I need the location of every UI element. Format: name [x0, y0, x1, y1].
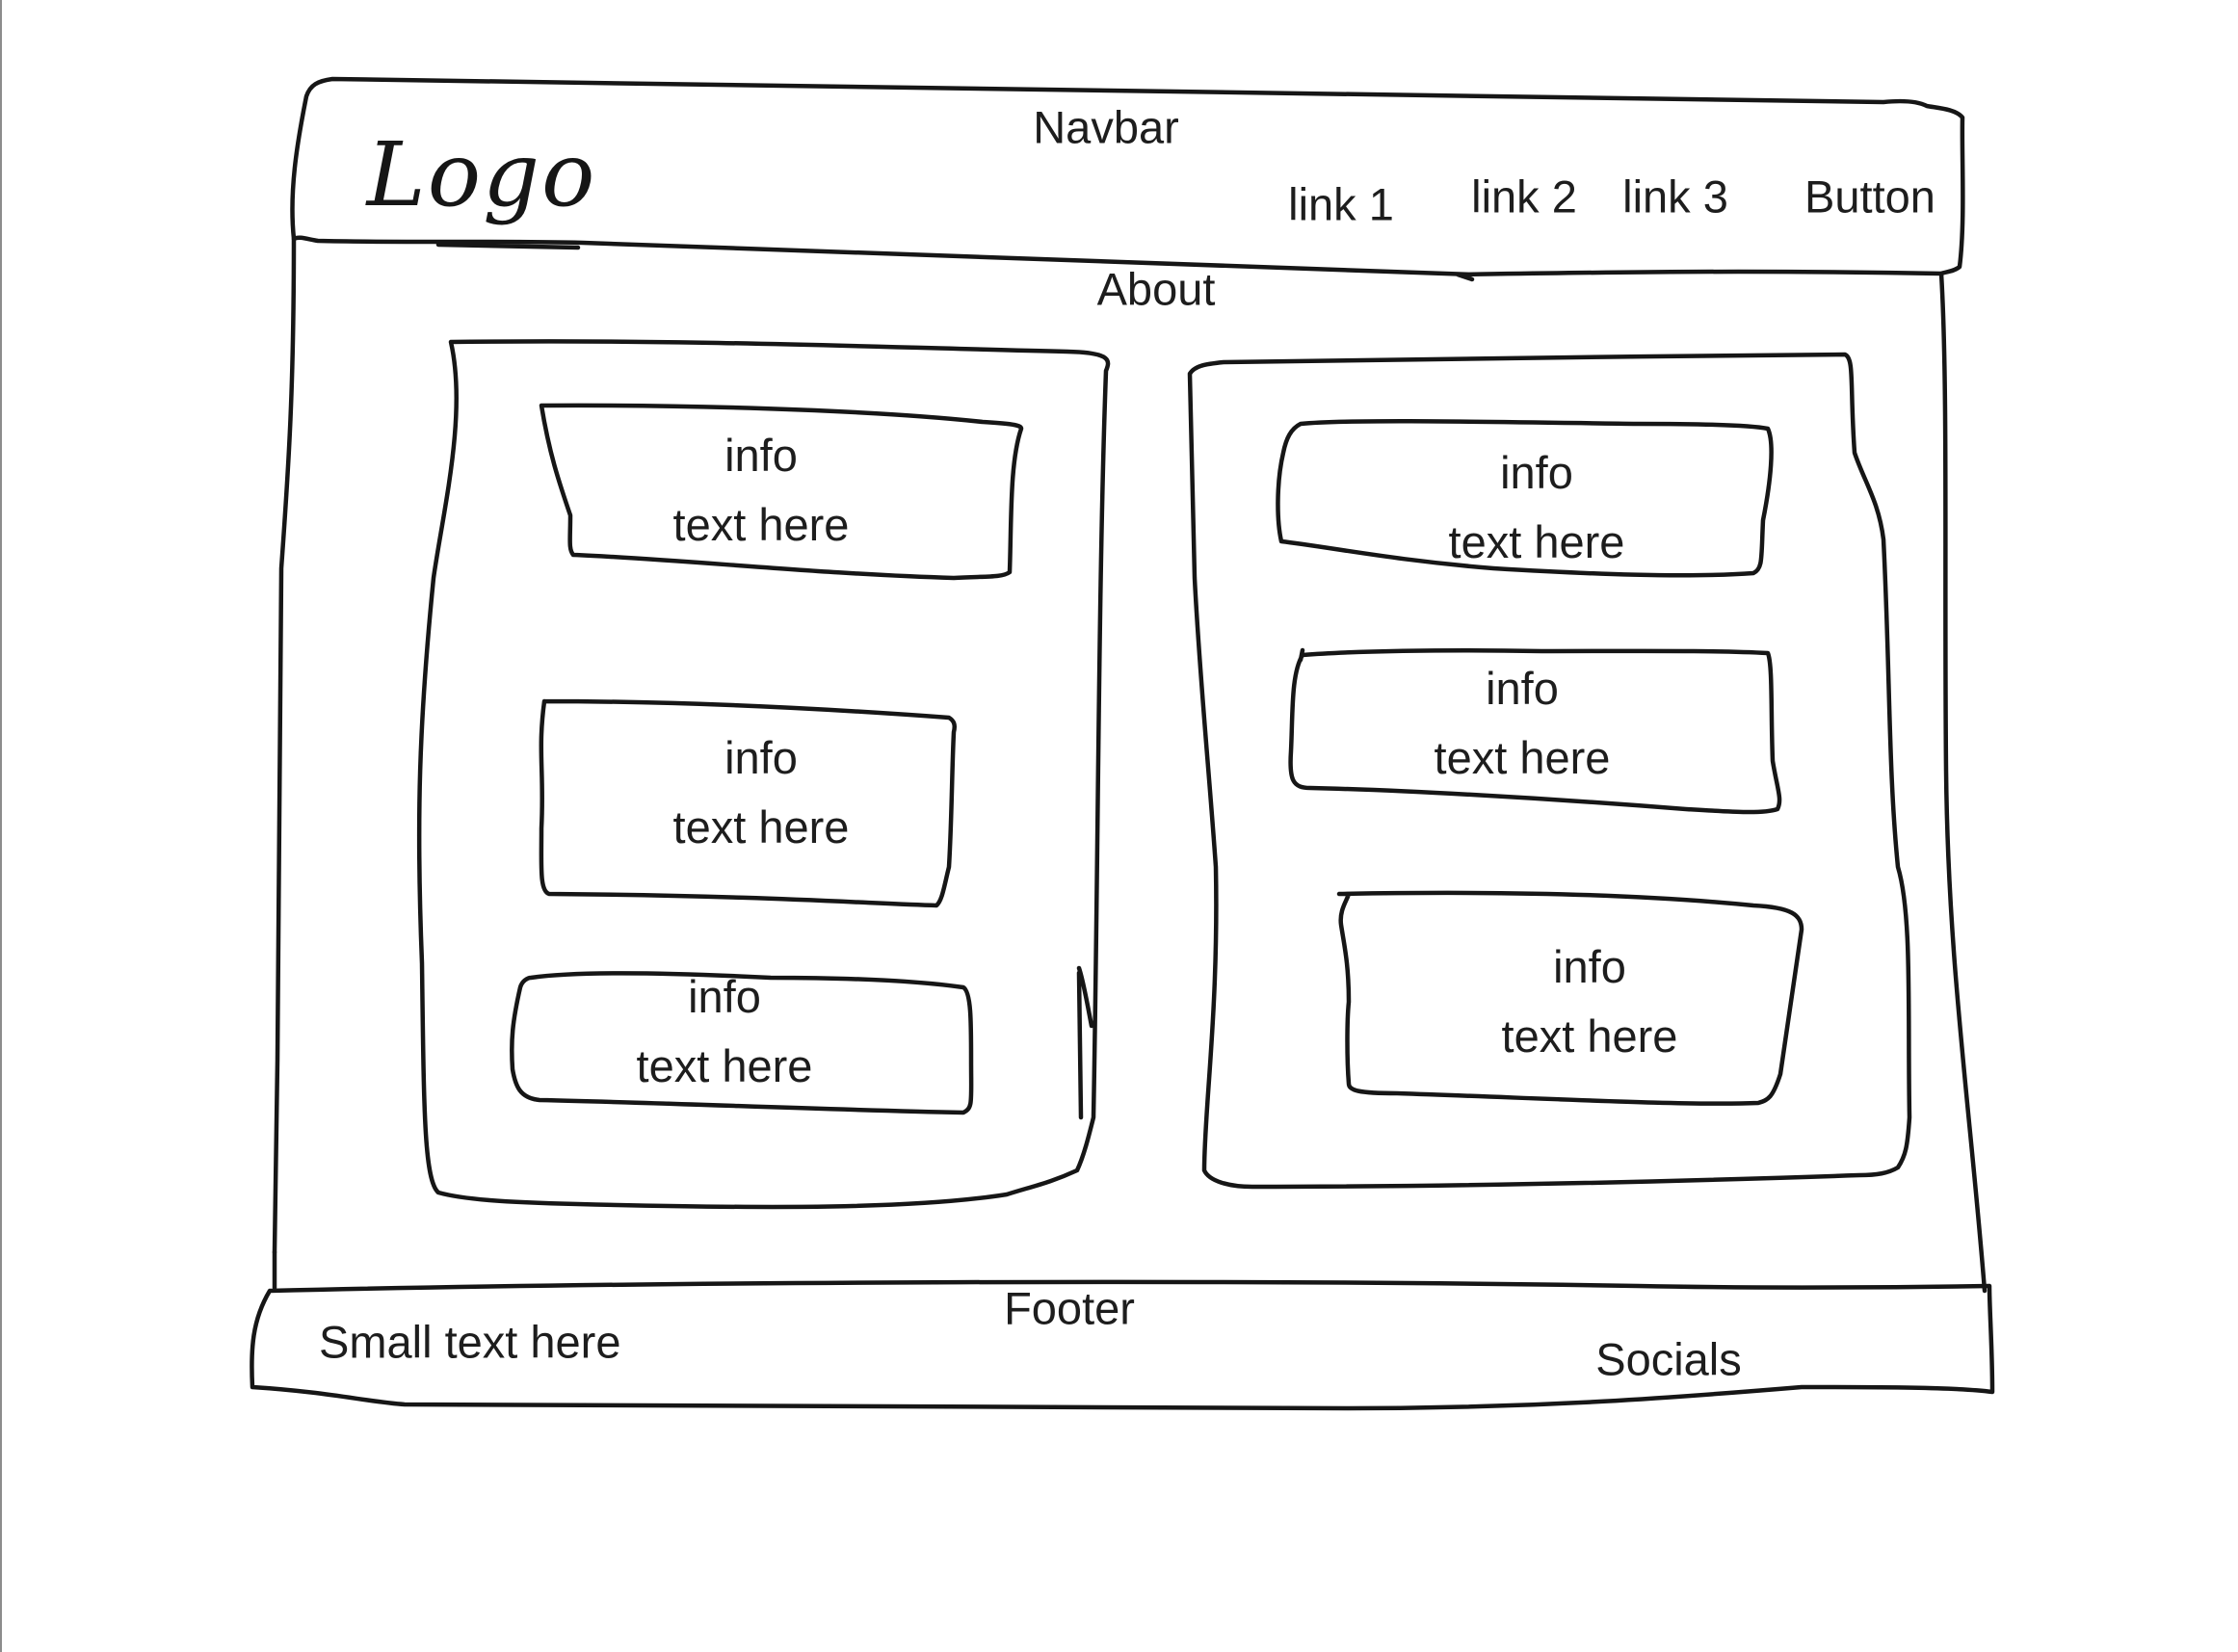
nav-button[interactable]: Button [1804, 170, 1935, 223]
card-text: text here [1501, 1010, 1678, 1062]
card-text: text here [672, 801, 850, 852]
footer-label: Footer [1004, 1282, 1135, 1334]
right-card-3-outline [1336, 890, 1804, 1106]
right-card-2-outline [1288, 647, 1782, 815]
card-text: text here [672, 499, 850, 550]
footer-small-text: Small text here [319, 1316, 621, 1368]
nav-link-2[interactable]: link 2 [1471, 170, 1577, 223]
footer-socials[interactable]: Socials [1595, 1333, 1742, 1385]
left-card-1-outline [539, 403, 1024, 581]
left-card-3-outline [510, 971, 974, 1115]
card-text: text here [636, 1040, 813, 1091]
right-card-3: info text here [1502, 932, 1678, 1071]
about-label: About [1096, 263, 1216, 315]
card-title: info [1486, 663, 1559, 714]
main-box-outline [272, 236, 1988, 1294]
nav-link-3[interactable]: link 3 [1622, 170, 1728, 223]
navbar-box-outline [290, 76, 1965, 282]
card-title: info [688, 971, 761, 1022]
card-title: info [724, 430, 798, 481]
nav-link-1[interactable]: link 1 [1288, 178, 1394, 230]
logo[interactable]: Logo [366, 123, 597, 226]
right-card-2: info text here [1435, 654, 1611, 793]
card-text: text here [1434, 732, 1611, 783]
footer-box-outline [250, 1249, 1995, 1411]
left-card-1: info text here [673, 421, 850, 560]
left-column-outline [416, 339, 1111, 1210]
navbar-label: Navbar [1033, 101, 1179, 153]
card-title: info [1553, 941, 1626, 992]
left-card-2: info text here [673, 723, 850, 862]
left-card-2-outline [539, 698, 958, 908]
right-card-1-outline [1276, 419, 1774, 578]
card-title: info [1500, 447, 1573, 498]
logo-underline [435, 242, 581, 250]
card-text: text here [1448, 516, 1625, 567]
canvas-edge [0, 0, 2, 1652]
card-title: info [724, 732, 798, 783]
left-card-3: info text here [637, 962, 813, 1101]
right-card-1: info text here [1449, 438, 1625, 577]
right-column-outline [1187, 352, 1912, 1190]
